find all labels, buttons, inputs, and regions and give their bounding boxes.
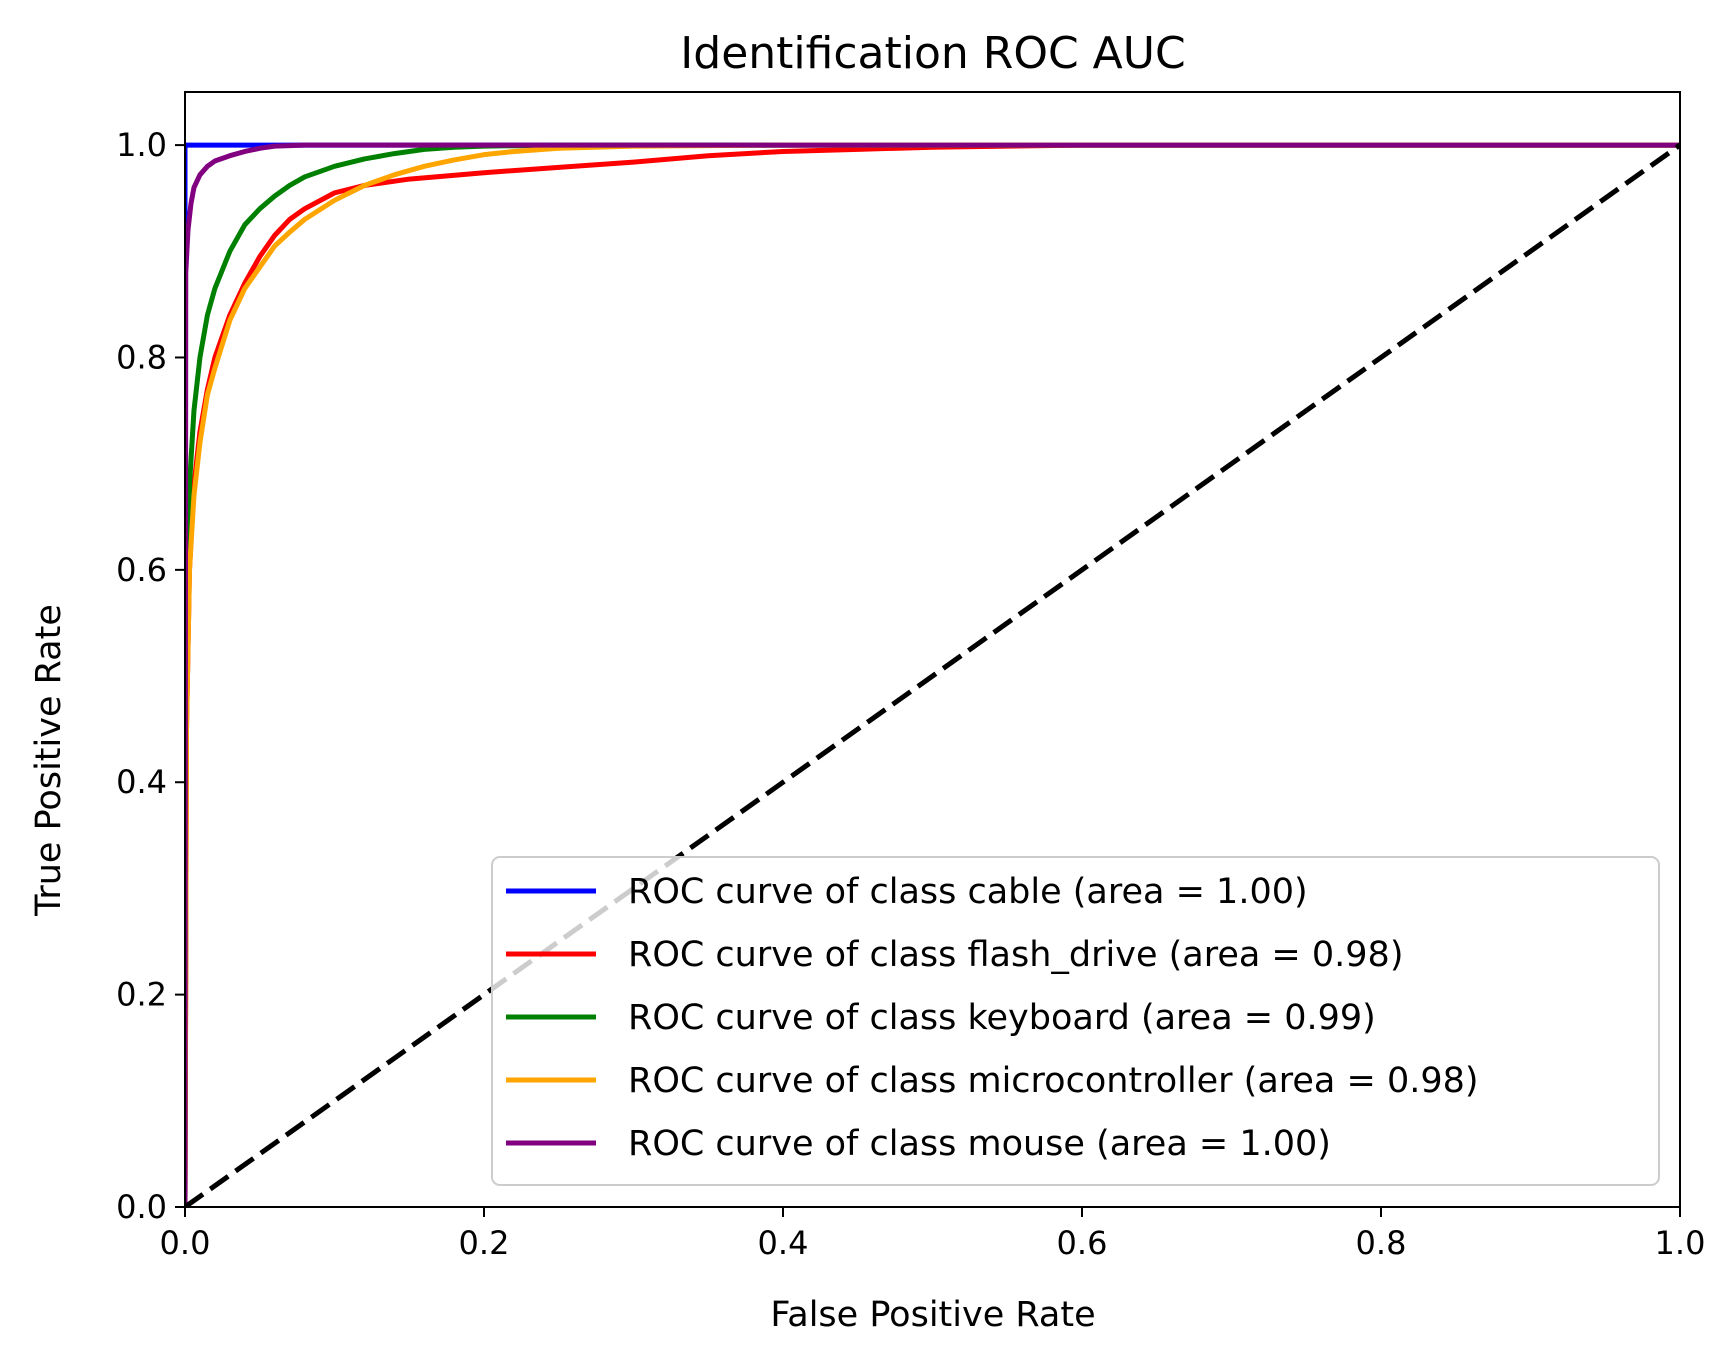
legend-label-4: ROC curve of class mouse (area = 1.00)	[628, 1124, 1331, 1164]
legend-label-0: ROC curve of class cable (area = 1.00)	[628, 872, 1308, 912]
axes-frame	[184, 91, 1681, 1208]
axis-ticks: 0.0 0.2 0.4 0.6 0.8 1.0 0.0 0.2 0.4 0.6 0.8 1.0	[116, 126, 1705, 1262]
chart-title: Identification ROC AUC	[680, 28, 1185, 79]
y-tick-label: 0.8	[116, 338, 167, 376]
reference-diagonal-line	[185, 143, 1680, 1207]
legend-box	[491, 856, 1660, 1186]
x-tick-label: 0.2	[459, 1224, 510, 1262]
series-line-4	[185, 142, 1680, 1207]
legend-label-1: ROC curve of class flash_drive (area = 0…	[628, 935, 1403, 975]
series-lines	[185, 142, 1680, 1207]
y-tick-label: 0.2	[116, 976, 167, 1014]
x-tick-label: 0.0	[160, 1224, 211, 1262]
legend: ROC curve of class cable (area = 1.00) RO…	[491, 856, 1660, 1186]
y-tick-label: 1.0	[116, 126, 167, 164]
y-tick-label: 0.4	[116, 763, 167, 801]
plot-area	[184, 91, 1681, 1208]
x-tick-label: 0.8	[1356, 1224, 1407, 1262]
y-tick-label: 0.6	[116, 551, 167, 589]
x-tick-label: 0.4	[758, 1224, 809, 1262]
y-axis-label: True Positive Rate	[29, 604, 69, 917]
legend-label-2: ROC curve of class keyboard (area = 0.99…	[628, 998, 1376, 1038]
x-axis-label: False Positive Rate	[770, 1295, 1095, 1335]
x-tick-label: 1.0	[1655, 1224, 1706, 1262]
y-tick-label: 0.0	[116, 1188, 167, 1226]
x-tick-label: 0.6	[1057, 1224, 1108, 1262]
legend-label-3: ROC curve of class microcontroller (area…	[628, 1061, 1479, 1101]
